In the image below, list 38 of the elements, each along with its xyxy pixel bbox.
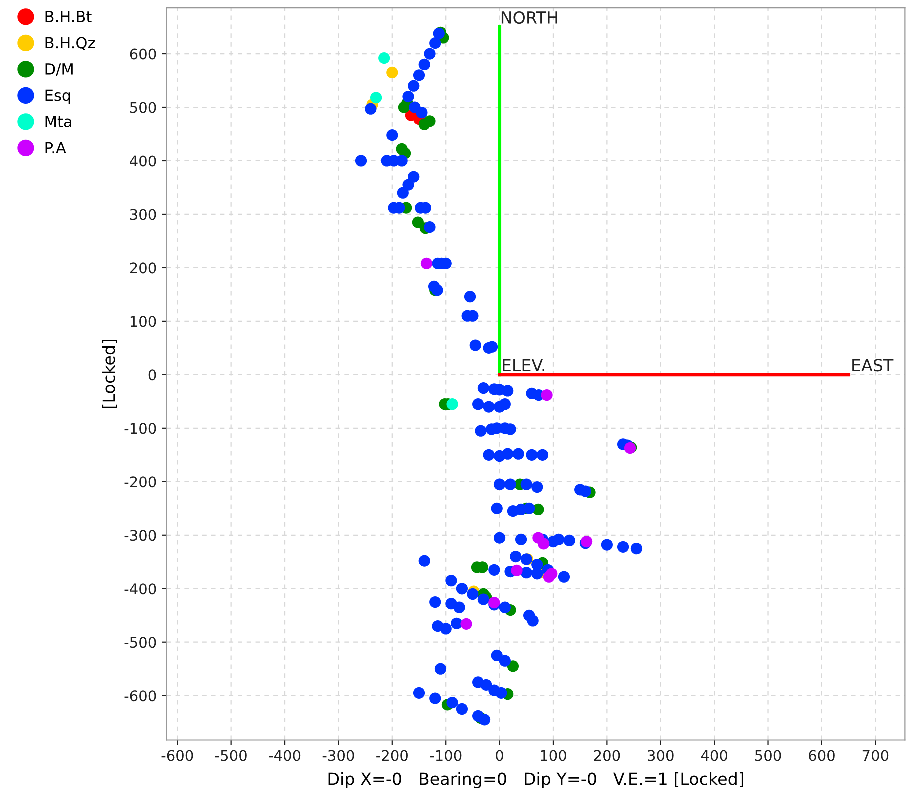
annotation: NORTH (502, 11, 558, 24)
x-tick-label: 600 (809, 750, 835, 762)
y-tick-label: 200 (130, 262, 156, 274)
x-tick-label: 300 (648, 750, 674, 762)
x-axis-title: Dip X=-0 Bearing=0 Dip Y=-0 V.E.=1 [Locked] (328, 772, 744, 789)
y-tick-label: -500 (124, 637, 156, 648)
x-tick-label: -300 (322, 750, 354, 762)
x-tick-label: -600 (162, 750, 194, 762)
annotation: ELEV. (503, 359, 545, 372)
x-tick-label: 500 (755, 750, 782, 762)
x-tick-label: 700 (862, 750, 889, 762)
y-tick-label: 400 (130, 156, 156, 167)
x-tick-label: 0 (496, 750, 504, 762)
y-tick-label: -200 (124, 476, 156, 488)
y-tick-label: 500 (130, 102, 156, 114)
y-tick-label: -300 (124, 530, 156, 542)
legend-label: B.H.Bt (46, 11, 92, 22)
y-tick-label: -100 (124, 423, 156, 434)
x-tick-label: -400 (269, 750, 301, 762)
x-tick-label: -500 (215, 750, 247, 762)
x-tick-label: -100 (430, 750, 462, 762)
legend-label: D/M (46, 64, 73, 76)
legend-label: Esq (46, 90, 70, 104)
x-tick-label: 400 (701, 750, 728, 762)
y-axis-title: [Locked] (102, 340, 118, 408)
y-tick-label: 0 (148, 370, 156, 381)
legend-label: Mta (46, 116, 72, 128)
y-tick-label: -400 (124, 584, 156, 595)
legend-label: P.A (46, 142, 66, 154)
annotation: EAST (852, 359, 894, 372)
y-tick-label: -600 (124, 690, 156, 702)
y-tick-label: 100 (130, 316, 156, 328)
y-tick-label: 300 (130, 209, 156, 220)
x-tick-label: 100 (541, 750, 566, 762)
x-tick-label: 200 (594, 750, 620, 762)
legend-label: B.H.Qz (46, 37, 96, 51)
y-tick-label: 600 (130, 48, 156, 60)
x-tick-label: -200 (376, 750, 408, 762)
